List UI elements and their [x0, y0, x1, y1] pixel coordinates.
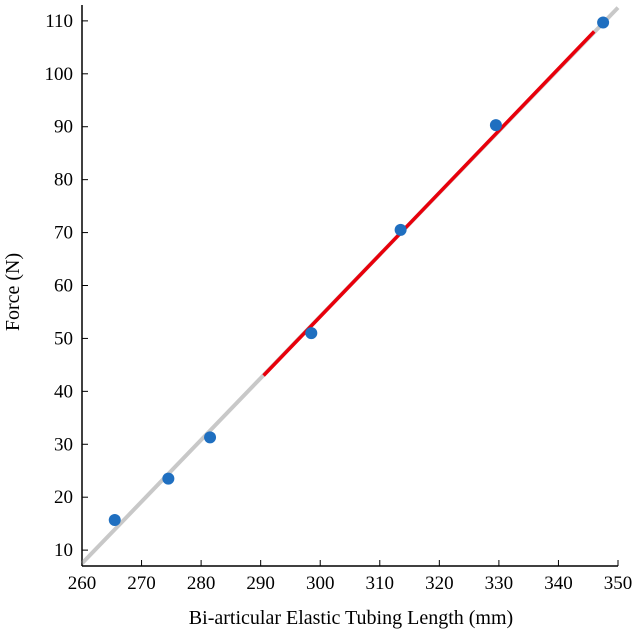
y-tick-label: 50	[54, 328, 73, 349]
data-point	[108, 513, 121, 526]
x-tick-label: 300	[306, 573, 335, 594]
data-point	[162, 472, 175, 485]
data-point	[394, 223, 407, 236]
x-tick-label: 320	[425, 573, 454, 594]
fit-line-red	[262, 30, 596, 377]
data-point	[597, 16, 610, 29]
x-tick-label: 310	[366, 573, 395, 594]
data-points	[108, 16, 610, 526]
y-tick-label: 10	[54, 540, 73, 561]
x-tick-label: 350	[604, 573, 633, 594]
data-point	[489, 119, 502, 132]
y-axis-label: Force (N)	[2, 253, 24, 331]
data-point	[204, 431, 217, 444]
x-tick-label: 290	[246, 573, 275, 594]
x-tick-label: 260	[68, 573, 97, 594]
data-point	[305, 327, 318, 340]
x-tick-label: 340	[544, 573, 573, 594]
fit-lines	[80, 6, 620, 565]
x-tick-label: 270	[127, 573, 156, 594]
y-tick-label: 90	[54, 117, 73, 138]
x-tick-label: 280	[187, 573, 216, 594]
y-tick-label: 110	[45, 11, 73, 32]
x-axis-label: Bi-articular Elastic Tubing Length (mm)	[189, 607, 513, 629]
x-axis-ticks: 260 270 280 290 300 310 320 330 340 350	[68, 560, 633, 594]
y-axis-ticks: 10 20 30 40 50 60 70 80 90 100 110	[45, 11, 88, 561]
y-tick-label: 100	[45, 64, 74, 85]
y-tick-label: 70	[54, 223, 73, 244]
y-tick-label: 40	[54, 381, 73, 402]
y-tick-label: 30	[54, 434, 73, 455]
y-tick-label: 60	[54, 276, 73, 297]
y-tick-label: 80	[54, 170, 73, 191]
y-tick-label: 20	[54, 487, 73, 508]
x-tick-label: 330	[485, 573, 514, 594]
